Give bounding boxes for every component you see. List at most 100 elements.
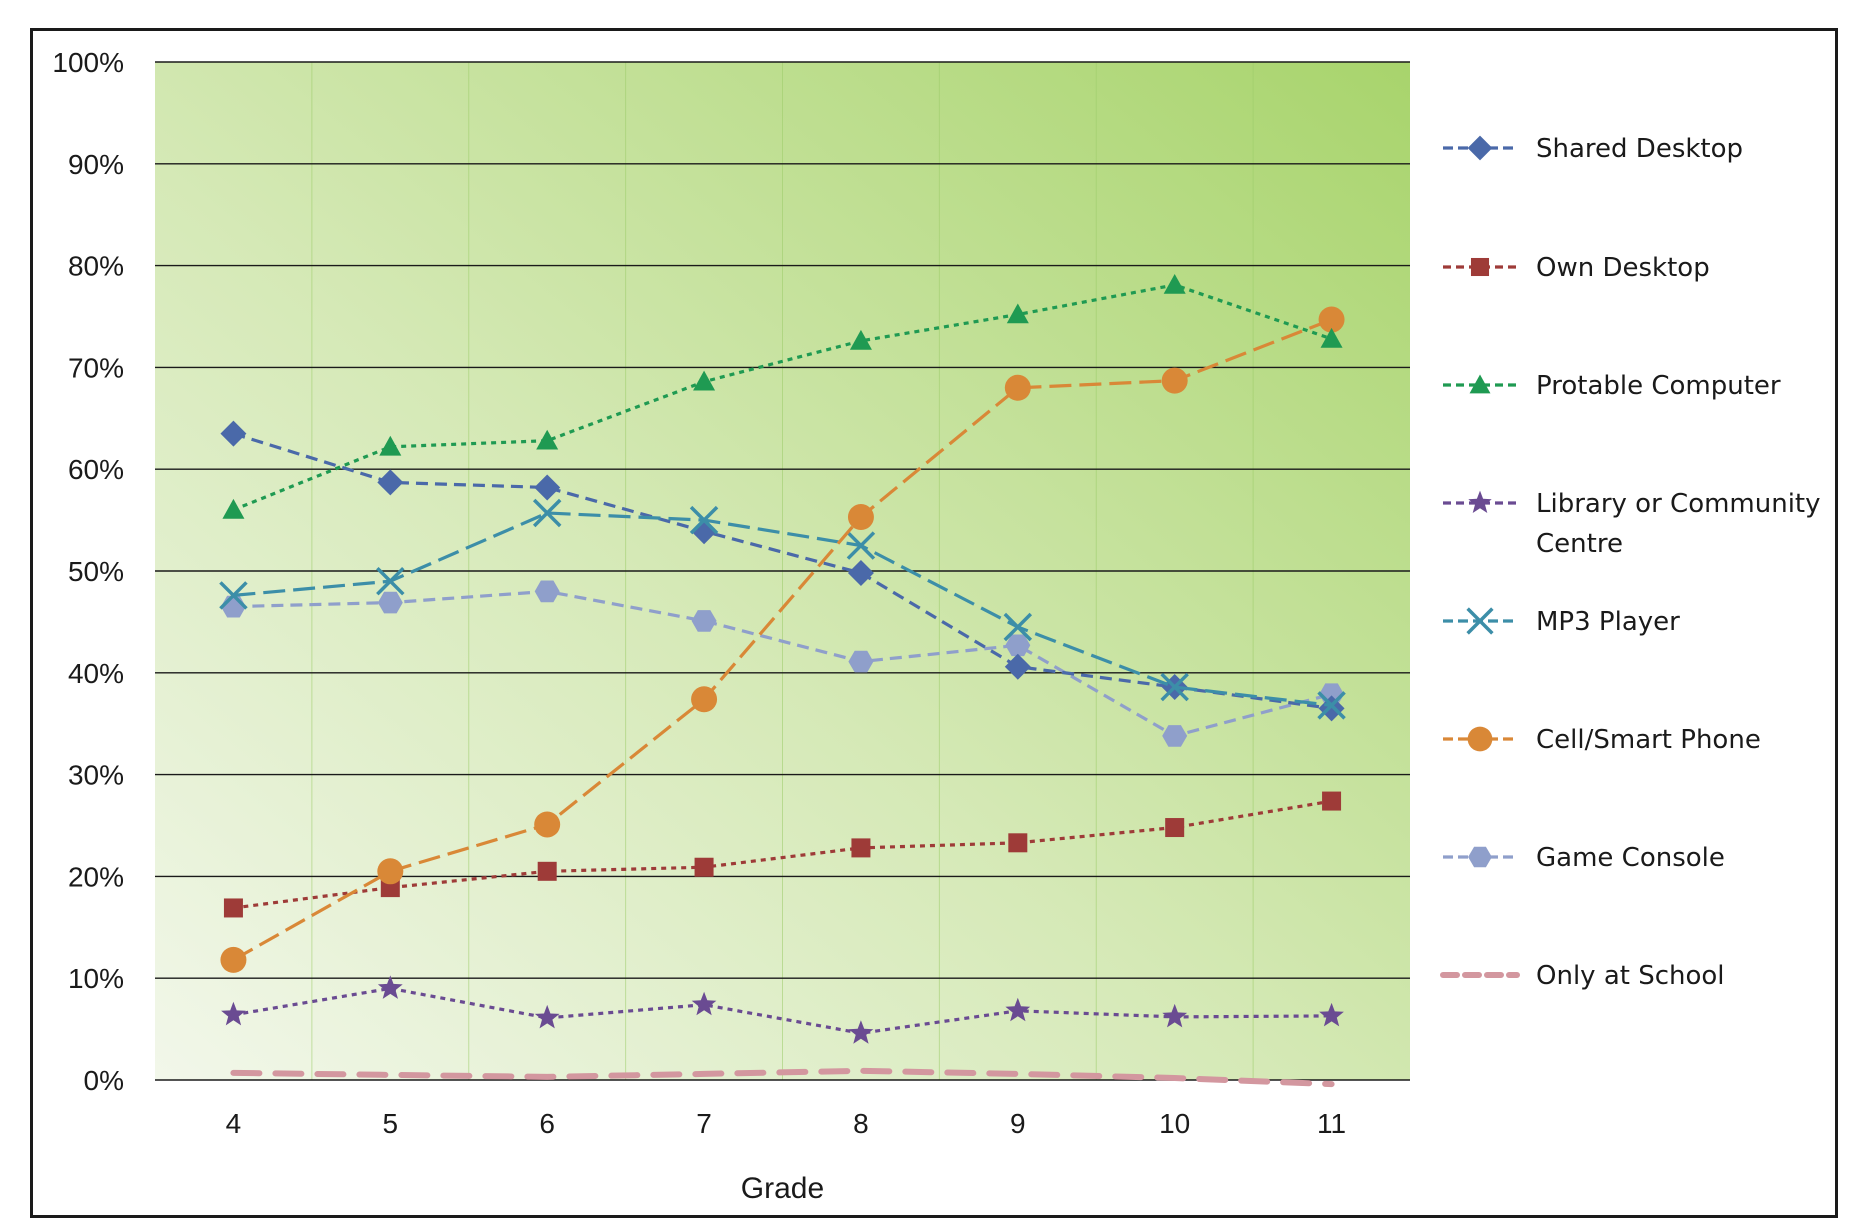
series-line [230,1067,1335,1088]
data-point [532,498,562,528]
legend-marker [1468,846,1492,868]
series-line [233,511,1332,707]
y-tick-label: 30% [68,760,124,791]
x-tick-label: 9 [1010,1108,1026,1139]
data-point [694,857,714,877]
legend-item-mp3-player: MP3 Player [1443,607,1680,637]
data-point [536,429,559,450]
data-point [1004,653,1031,680]
y-tick-label: 70% [68,352,124,383]
data-point [219,581,248,610]
y-tick-label: 40% [68,658,124,689]
data-point [1317,691,1346,720]
data-point [1161,367,1188,394]
data-point [1320,327,1343,348]
legend-item-shared-desktop: Shared Desktop [1443,134,1743,164]
y-tick-label: 90% [68,149,124,180]
legend-label: Cell/Smart Phone [1536,725,1761,755]
data-point [848,650,874,673]
legend-item-game-console: Game Console [1443,843,1725,873]
data-point [1163,273,1186,294]
y-tick-label: 60% [68,454,124,485]
legend-label: Centre [1536,529,1623,559]
legend-label: Shared Desktop [1536,134,1743,164]
data-point [1005,634,1031,657]
series-mp3-player [219,498,1346,720]
data-point [223,898,243,918]
data-point [691,686,718,713]
legend-item-own-desktop: Own Desktop [1443,253,1710,283]
y-tick-label: 0% [84,1065,124,1096]
data-point [220,946,247,973]
y-tick-label: 10% [68,963,124,994]
data-point [222,498,245,519]
x-axis-title: Grade [741,1172,824,1205]
data-point [377,469,404,496]
legend-item-protable-computer: Protable Computer [1443,371,1781,401]
series-library-or-community-centre [221,975,1344,1044]
legend-label: MP3 Player [1536,607,1680,637]
legend-marker [1467,135,1493,161]
y-tick-label: 50% [68,556,124,587]
legend-marker [1470,257,1490,277]
legend-marker [1466,607,1494,635]
data-point [1322,791,1342,811]
legend-item-cell-smart-phone: Cell/Smart Phone [1443,725,1761,755]
series-line [233,799,1332,910]
data-point [851,838,871,858]
x-tick-label: 6 [539,1108,555,1139]
series-protable-computer [222,273,1343,519]
series-cell-smart-phone [220,306,1345,973]
data-point [1318,695,1345,722]
data-point [1006,303,1029,324]
data-point [534,580,560,603]
data-point [1165,818,1185,838]
data-point [846,531,876,560]
y-tick-label: 20% [68,861,124,892]
data-point [377,858,404,885]
data-point [691,610,717,632]
data-point [1004,374,1031,401]
x-tick-label: 5 [383,1108,399,1139]
data-point [847,504,874,531]
data-point [1319,1002,1344,1027]
data-point [534,811,561,838]
series-line [232,283,1333,512]
legend-item-library-or-community-centre: Library or Community Centre [1443,489,1821,559]
data-point [1162,1003,1188,1028]
data-point [220,420,247,447]
x-tick-label: 4 [226,1108,242,1139]
x-tick-label: 10 [1159,1108,1190,1139]
data-point [1005,997,1031,1022]
legend-label: Protable Computer [1536,371,1781,401]
data-point [1318,306,1345,333]
legend-label: Only at School [1536,961,1725,991]
series-line [232,318,1333,962]
y-tick-label: 100% [52,47,124,78]
data-point [537,861,557,881]
series-line [233,986,1332,1035]
data-point [693,370,716,391]
data-point [377,591,403,614]
data-point [1003,612,1033,642]
data-point [1008,833,1028,853]
series-line [232,432,1332,710]
data-point [221,1001,246,1026]
legend-label: Own Desktop [1536,253,1710,283]
data-point [1160,672,1189,702]
legend-label: Game Console [1536,843,1725,873]
legend-marker [1467,726,1493,752]
data-point [689,505,719,535]
data-point [377,975,403,999]
legend-marker [1469,374,1491,394]
x-tick-label: 8 [853,1108,869,1139]
legend-item-only-at-school: Only at School [1440,961,1725,991]
y-tick-label: 80% [68,251,124,282]
data-point [847,560,874,587]
legend-marker [1468,490,1492,513]
x-tick-label: 7 [696,1108,712,1139]
data-point [534,1004,560,1029]
series-only-at-school [230,1067,1335,1088]
legend-label: Library or Community [1536,489,1821,519]
